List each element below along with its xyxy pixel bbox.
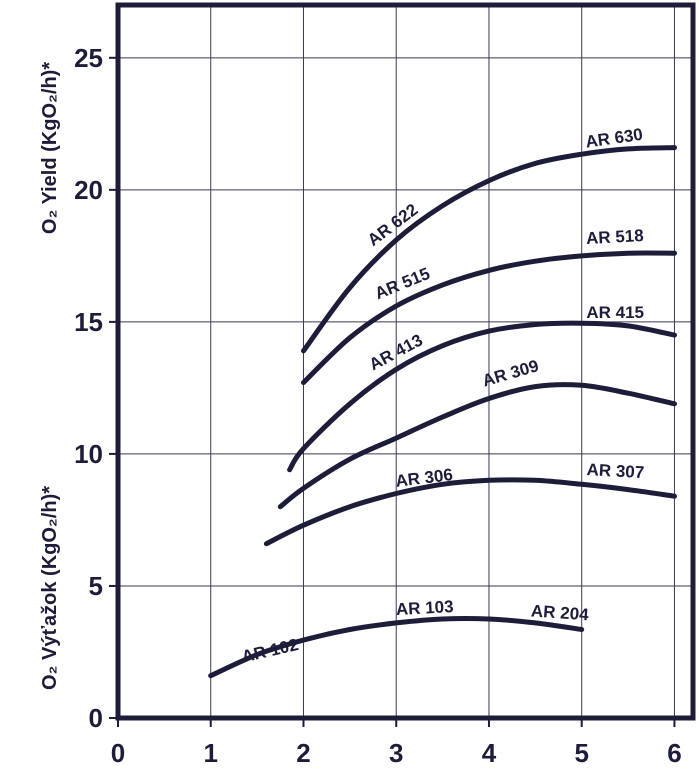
x-tick-label: 4	[482, 738, 497, 768]
series-curve-ar-306	[263, 477, 677, 547]
series-curves	[208, 145, 677, 679]
curve-label-ar-204: AR 204	[530, 601, 589, 624]
curve-label-ar-102: AR 102	[240, 635, 300, 666]
x-tick-label: 6	[667, 738, 681, 768]
y-axis-title-top: O₂ Yield (KgO₂/h)*	[39, 62, 61, 234]
curve-label-ar-415: AR 415	[586, 303, 644, 322]
series-curve-ar-413	[287, 320, 677, 473]
curve-label-ar-103: AR 103	[395, 597, 454, 619]
series-curve-ar-309	[277, 382, 677, 510]
curve-label-ar-518: AR 518	[586, 226, 645, 248]
y-tick-label: 20	[74, 175, 103, 205]
y-tick-labels: 0 5 10 15 20 25	[74, 43, 103, 733]
y-tick-label: 25	[74, 43, 103, 73]
x-tick-label: 3	[389, 738, 403, 768]
curve-label-ar-306: AR 306	[394, 465, 454, 491]
x-tick-label: 1	[204, 738, 218, 768]
y-tick-label: 15	[74, 307, 103, 337]
x-tick-label: 0	[111, 738, 125, 768]
y-tick-label: 5	[89, 571, 103, 601]
plot-frame	[115, 2, 696, 721]
x-tick-label: 2	[296, 738, 310, 768]
curve-label-ar-307: AR 307	[586, 460, 645, 482]
y-axis-title-bottom: O₂ Výťažok (KgO₂/h)*	[39, 486, 61, 690]
series-curve-ar-622	[301, 145, 677, 354]
x-tick-label: 5	[574, 738, 588, 768]
series-curve-ar-515	[301, 250, 677, 386]
curve-label-ar-515: AR 515	[372, 264, 433, 303]
series-curve-ar-102	[208, 615, 585, 679]
y-tick-label: 10	[74, 439, 103, 469]
x-tick-labels: 0 1 2 3 4 5 6	[111, 738, 682, 768]
y-tick-label: 0	[89, 703, 103, 733]
grid-lines	[109, 5, 693, 727]
